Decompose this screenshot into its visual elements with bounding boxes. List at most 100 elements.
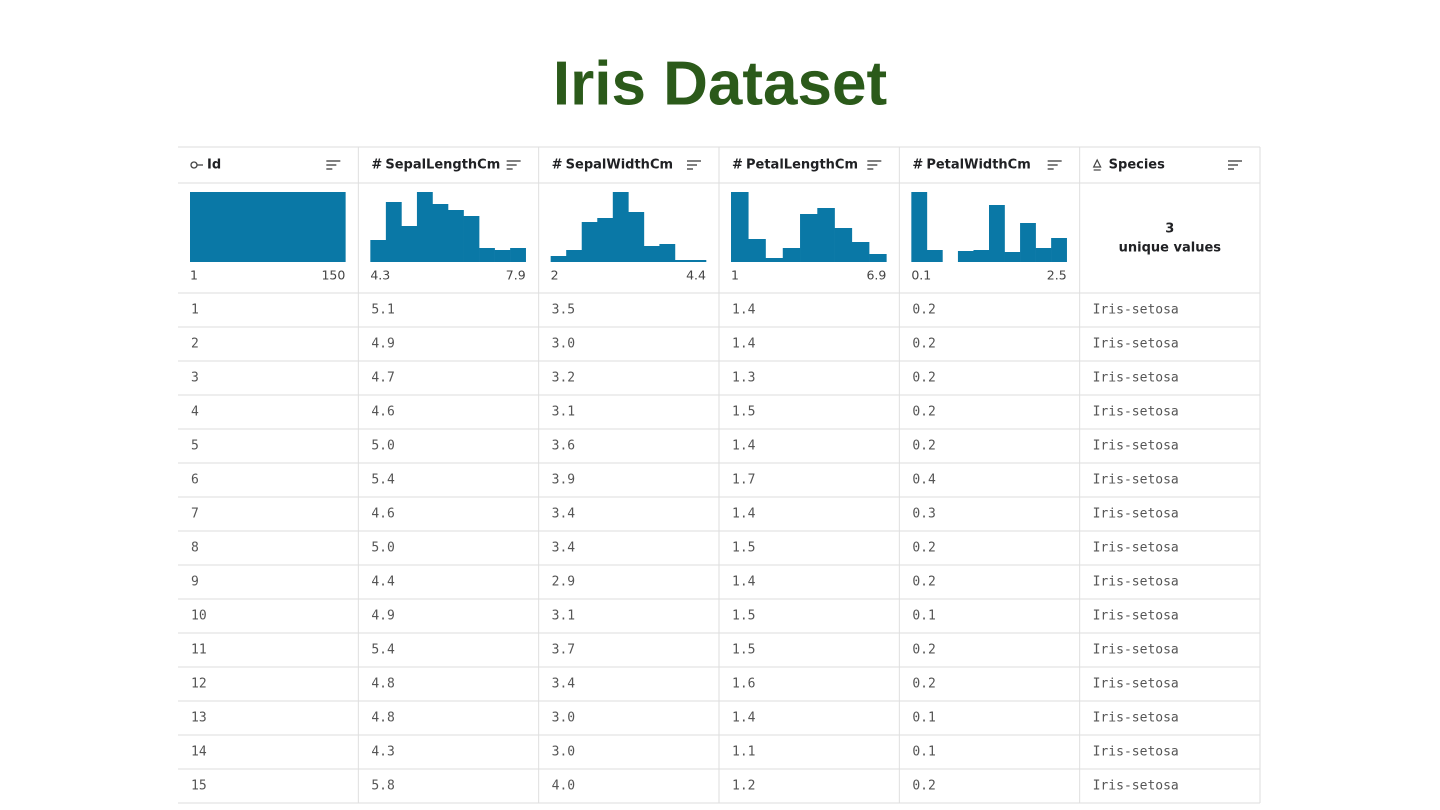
table-cell: 0.2 <box>912 405 935 420</box>
table-cell: 3.4 <box>552 507 576 522</box>
table-cell: 0.2 <box>912 303 935 318</box>
histogram-bar <box>628 212 645 262</box>
column-header: SepalLengthCm <box>385 158 500 173</box>
histogram-bar <box>1020 223 1036 262</box>
histogram-bar <box>834 228 853 262</box>
histogram-bar <box>957 251 974 262</box>
histogram-bar <box>432 204 449 262</box>
histogram-bar <box>401 226 418 262</box>
table-cell: Iris-setosa <box>1093 337 1179 352</box>
histogram-bar <box>973 250 990 262</box>
table-cell: 5.0 <box>371 439 394 454</box>
histogram-bar <box>463 216 480 262</box>
table-cell: 1.4 <box>732 575 756 590</box>
table-cell: 3.4 <box>552 677 576 692</box>
table-cell: 8 <box>191 541 199 556</box>
table-cell: 3.2 <box>552 371 575 386</box>
table-cell: 3.0 <box>552 745 575 760</box>
table-cell: 1.4 <box>732 303 756 318</box>
histogram-bar <box>448 210 464 262</box>
histogram-bar <box>690 260 707 262</box>
histogram-bar <box>926 250 943 262</box>
histogram-bar <box>782 248 801 262</box>
histogram-bar <box>851 242 870 262</box>
histogram-bar <box>674 260 691 262</box>
table-cell: 0.4 <box>912 473 936 488</box>
table-cell: 0.3 <box>912 507 935 522</box>
table-cell: Iris-setosa <box>1093 507 1179 522</box>
table-cell: 3.5 <box>552 303 575 318</box>
histogram-bar <box>612 192 629 262</box>
table-cell: 4.6 <box>371 507 394 522</box>
unique-count: 3 <box>1165 222 1174 237</box>
range-min: 1 <box>190 268 198 283</box>
histogram-bar <box>416 192 433 262</box>
type-icon: # <box>732 158 743 173</box>
column-header: SepalWidthCm <box>566 158 673 173</box>
table-cell: 3.4 <box>552 541 576 556</box>
table-cell: 0.2 <box>912 337 935 352</box>
page-title: Iris Dataset <box>553 49 887 118</box>
histogram-bar <box>566 250 583 262</box>
table-cell: Iris-setosa <box>1093 575 1179 590</box>
histogram-bar <box>1051 238 1067 262</box>
table-cell: 12 <box>191 677 207 692</box>
histogram-bar <box>385 202 402 262</box>
histogram-bar <box>510 248 526 262</box>
table-cell: 4.7 <box>371 371 394 386</box>
table-cell: Iris-setosa <box>1093 303 1179 318</box>
table-cell: 3 <box>191 371 199 386</box>
histogram-bar <box>581 222 598 262</box>
table-cell: 1.4 <box>732 507 756 522</box>
table-cell: 7 <box>191 507 199 522</box>
column-header: Species <box>1109 158 1165 173</box>
table-cell: 5.8 <box>371 779 394 794</box>
histogram-bar <box>817 208 835 262</box>
table-cell: 5.4 <box>371 643 395 658</box>
key-icon <box>190 161 198 169</box>
table-cell: 2 <box>191 337 199 352</box>
range-max: 4.4 <box>686 268 706 283</box>
table-cell: 0.2 <box>912 643 935 658</box>
type-icon: # <box>371 158 382 173</box>
table-cell: Iris-setosa <box>1093 405 1179 420</box>
table-cell: 0.1 <box>912 609 935 624</box>
table-cell: 4.9 <box>371 609 394 624</box>
table-cell: 4.3 <box>371 745 394 760</box>
histogram-bar <box>989 205 1005 262</box>
table-cell: Iris-setosa <box>1093 643 1179 658</box>
table-cell: 4.9 <box>371 337 394 352</box>
table-cell: 0.2 <box>912 677 935 692</box>
table-cell: 13 <box>191 711 207 726</box>
table-cell: 1.5 <box>732 541 755 556</box>
table-cell: 1.5 <box>732 609 755 624</box>
histogram-bar <box>800 214 818 262</box>
histogram-bar <box>765 258 784 262</box>
histogram-bar <box>550 256 567 262</box>
range-min: 1 <box>731 268 739 283</box>
table-cell: 4.8 <box>371 711 394 726</box>
table-cell: 3.9 <box>552 473 575 488</box>
table-cell: 1.4 <box>732 439 756 454</box>
table-cell: 1.5 <box>732 405 755 420</box>
table-cell: 1.7 <box>732 473 755 488</box>
column-header: PetalWidthCm <box>926 158 1030 173</box>
histogram-bar <box>643 246 660 262</box>
table-cell: 11 <box>191 643 207 658</box>
text-icon <box>1092 158 1102 168</box>
histogram-bar <box>748 239 766 262</box>
table-cell: Iris-setosa <box>1093 745 1179 760</box>
range-min: 4.3 <box>370 268 390 283</box>
range-max: 6.9 <box>866 268 886 283</box>
table-cell: Iris-setosa <box>1093 541 1179 556</box>
table-cell: 1.1 <box>732 745 755 760</box>
table-cell: Iris-setosa <box>1093 711 1179 726</box>
unique-label: unique values <box>1119 241 1222 256</box>
table-cell: 2.9 <box>552 575 575 590</box>
table-cell: 0.2 <box>912 541 935 556</box>
type-icon: # <box>912 158 923 173</box>
table-cell: 15 <box>191 779 207 794</box>
table-cell: 1.4 <box>732 711 756 726</box>
